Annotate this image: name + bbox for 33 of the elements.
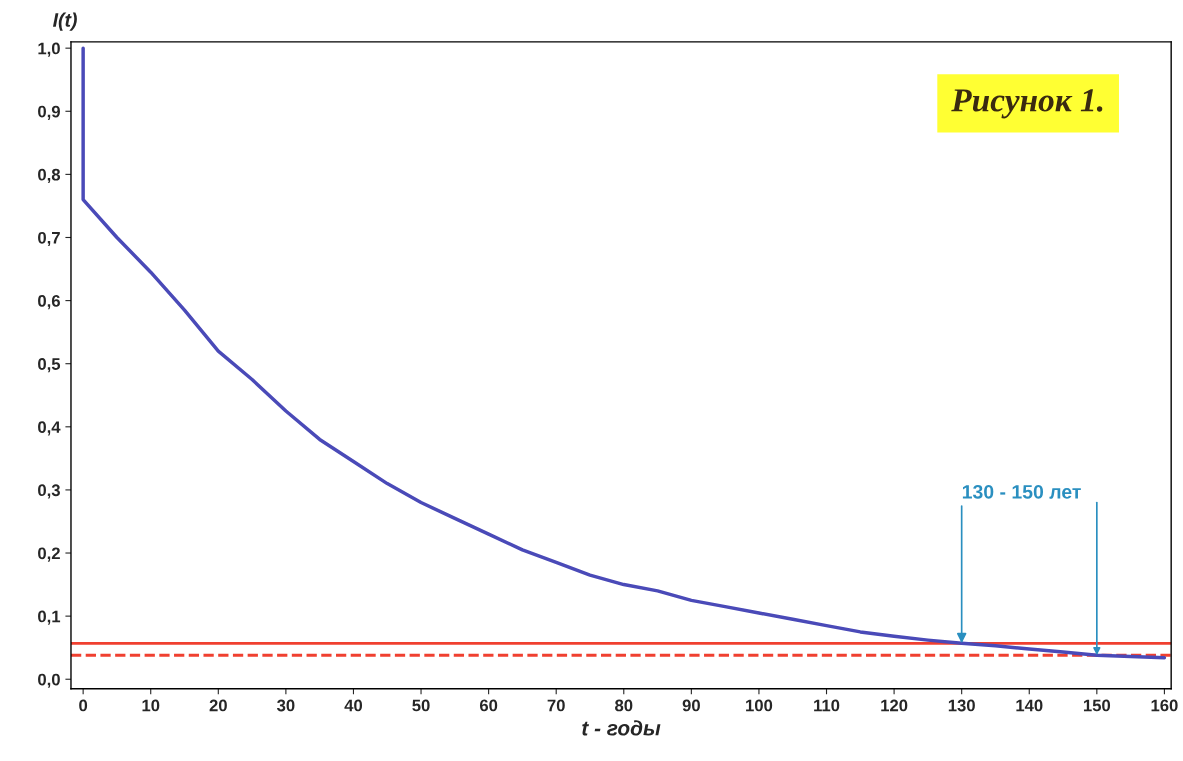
y-tick-label: 0,3 bbox=[38, 484, 60, 499]
x-axis-title: t - годы bbox=[582, 720, 661, 736]
y-tick-label: 0,6 bbox=[38, 295, 60, 310]
x-tick-label: 10 bbox=[142, 699, 160, 712]
y-tick-label: 0,2 bbox=[38, 547, 60, 562]
x-tick-label: 100 bbox=[746, 699, 773, 712]
y-tick-label: 0,7 bbox=[38, 231, 60, 247]
x-tick-label: 140 bbox=[1016, 699, 1043, 712]
x-tick-label: 110 bbox=[814, 699, 840, 712]
y-tick-label: 0,0 bbox=[38, 673, 60, 688]
x-tick-label: 90 bbox=[682, 699, 700, 712]
y-tick-label: 0,5 bbox=[38, 358, 61, 373]
x-tick-label: 70 bbox=[547, 699, 565, 712]
x-tick-label: 50 bbox=[412, 699, 430, 712]
y-tick-label: 0,9 bbox=[38, 105, 60, 120]
y-axis-title: I(t) bbox=[53, 12, 77, 31]
text: Рисунок 1. bbox=[951, 89, 1103, 119]
y-tick-label: 0,8 bbox=[38, 168, 61, 183]
annotation: 130 - 150 лет bbox=[962, 484, 1081, 499]
x-tick-label: 80 bbox=[615, 699, 633, 712]
x-tick-label: 150 bbox=[1083, 699, 1111, 712]
x-tick-label: 40 bbox=[344, 699, 363, 712]
line-series bbox=[81, 46, 1167, 660]
x-tick-label: 160 bbox=[1151, 699, 1178, 712]
x-tick-label: 0 bbox=[79, 699, 88, 712]
x-tick-label: 120 bbox=[881, 699, 908, 712]
x-tick-label: 130 bbox=[948, 699, 975, 712]
x-tick-label: 60 bbox=[479, 699, 498, 712]
y-tick-label: 1,0 bbox=[38, 42, 60, 57]
x-tick-label: 20 bbox=[209, 699, 227, 712]
y-tick-label: 0,1 bbox=[38, 610, 61, 625]
x-tick-label: 30 bbox=[277, 699, 295, 712]
y-tick-label: 0,4 bbox=[38, 421, 61, 436]
